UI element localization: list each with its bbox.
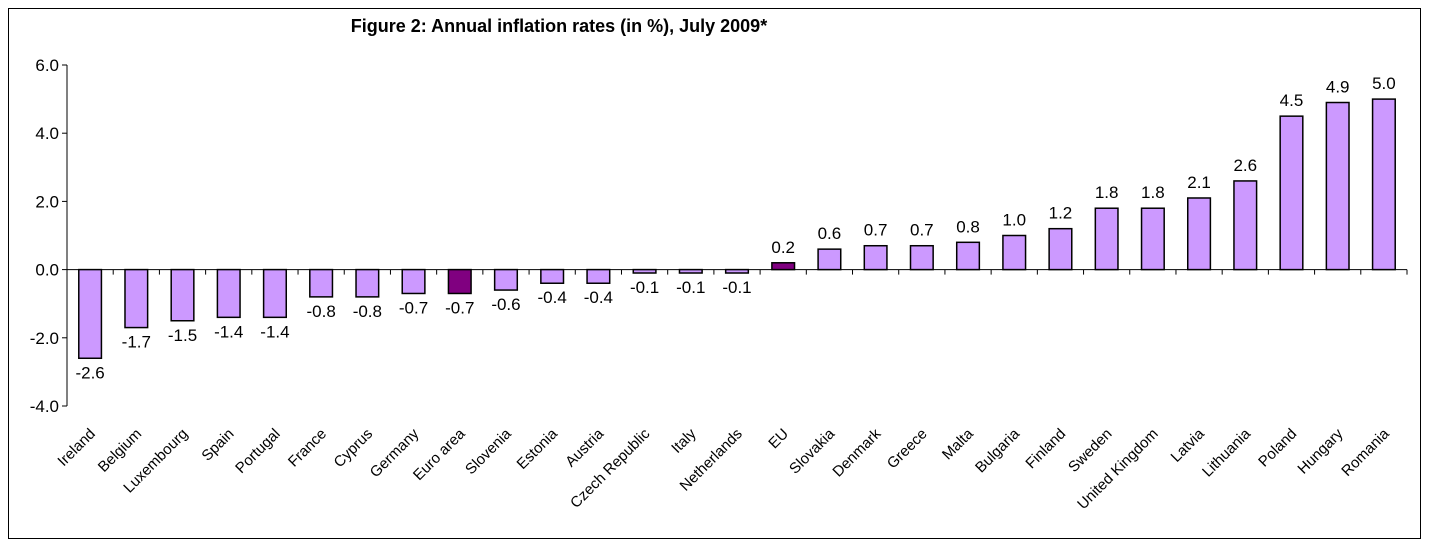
category-label: Portugal	[232, 425, 284, 477]
data-label: -1.5	[168, 326, 197, 345]
category-label: Czech Republic	[567, 425, 654, 512]
data-label: 4.9	[1326, 78, 1350, 97]
bar	[216, 268, 241, 319]
y-tick-label: 2.0	[35, 192, 59, 211]
category-label: Latvia	[1168, 425, 1209, 466]
category-label: Estonia	[514, 425, 562, 473]
data-label: 0.6	[818, 224, 842, 243]
data-label: 1.8	[1141, 183, 1165, 202]
bar	[586, 268, 611, 284]
data-label: 0.2	[771, 238, 795, 257]
data-label: 1.2	[1049, 204, 1073, 223]
bar	[1371, 98, 1396, 271]
category-label: Ireland	[54, 425, 98, 469]
bar	[863, 244, 888, 271]
bar	[355, 268, 380, 298]
bar	[493, 268, 519, 291]
category-label: Denmark	[829, 425, 884, 480]
data-label: 2.1	[1187, 173, 1211, 192]
category-label: EU	[765, 425, 792, 452]
bar	[1325, 101, 1350, 271]
data-label: -1.4	[214, 322, 243, 341]
bar	[955, 241, 981, 271]
data-label: 0.8	[956, 217, 980, 236]
bar	[540, 268, 565, 284]
bar	[124, 268, 149, 329]
bar	[309, 268, 334, 298]
bar	[771, 262, 796, 271]
data-label: 1.0	[1002, 211, 1026, 230]
category-label: Slovenia	[462, 425, 515, 478]
y-tick-label: -4.0	[30, 397, 59, 416]
data-label: 5.0	[1372, 74, 1396, 93]
category-label: Malta	[939, 425, 977, 463]
bar	[262, 268, 288, 319]
category-label: United Kingdom	[1074, 425, 1161, 512]
category-label: Spain	[198, 425, 237, 464]
data-label: -0.7	[399, 298, 428, 317]
data-label: -0.8	[306, 302, 335, 321]
category-label: Romania	[1338, 425, 1393, 480]
bar	[632, 268, 657, 274]
bar	[401, 268, 426, 295]
bar	[1002, 234, 1027, 271]
y-tick-label: 4.0	[35, 124, 59, 143]
bar	[170, 268, 195, 322]
category-label: France	[285, 425, 330, 470]
category-label: Greece	[884, 425, 931, 472]
category-label: Finland	[1022, 425, 1069, 472]
data-labels-group: -2.6 -1.7 -1.5 -1.4 -1.4 -0.8 -0.8 -0.7 -0.7 -0.6…	[75, 74, 1395, 382]
y-tick-label: -2.0	[30, 329, 59, 348]
category-label: Austria	[562, 425, 607, 470]
category-label: Poland	[1255, 425, 1300, 470]
bar	[678, 268, 703, 274]
data-label: -0.1	[722, 278, 751, 297]
data-label: -0.4	[584, 288, 613, 307]
data-label: -0.6	[491, 295, 520, 314]
bar	[1233, 180, 1258, 271]
inflation-bar-chart: Figure 2: Annual inflation rates (in %),…	[30, 16, 1408, 513]
bars-group	[78, 98, 1396, 360]
data-label: -1.7	[122, 333, 151, 352]
data-label: 4.5	[1280, 91, 1304, 110]
data-label: -0.8	[353, 302, 382, 321]
category-label: Bulgaria	[972, 425, 1023, 476]
y-tick-label: 6.0	[35, 56, 59, 75]
data-label: -0.4	[538, 288, 567, 307]
data-label: -0.1	[630, 278, 659, 297]
category-label: Cyprus	[331, 425, 377, 471]
y-tick-label: 0.0	[35, 261, 59, 280]
data-label: -0.7	[445, 298, 474, 317]
category-label: Lithuania	[1199, 425, 1255, 481]
bar	[1186, 197, 1212, 271]
bar	[909, 244, 934, 271]
chart-frame: Figure 2: Annual inflation rates (in %),…	[8, 8, 1421, 539]
category-label: Italy	[668, 425, 700, 457]
bar	[1279, 115, 1304, 271]
data-label: 2.6	[1233, 156, 1257, 175]
data-label: 1.8	[1095, 183, 1119, 202]
bar	[447, 268, 472, 295]
data-label: -2.6	[75, 363, 104, 382]
bar	[1140, 207, 1165, 271]
data-label: 0.7	[864, 221, 888, 240]
data-label: -1.4	[260, 322, 289, 341]
bar	[817, 248, 842, 271]
bar	[1048, 227, 1073, 271]
data-label: 0.7	[910, 221, 934, 240]
bar	[1094, 207, 1119, 271]
bar	[78, 268, 103, 360]
data-label: -0.1	[676, 278, 705, 297]
category-label: Euro area	[410, 425, 469, 484]
bar	[724, 268, 750, 274]
chart-title: Figure 2: Annual inflation rates (in %),…	[351, 16, 767, 36]
